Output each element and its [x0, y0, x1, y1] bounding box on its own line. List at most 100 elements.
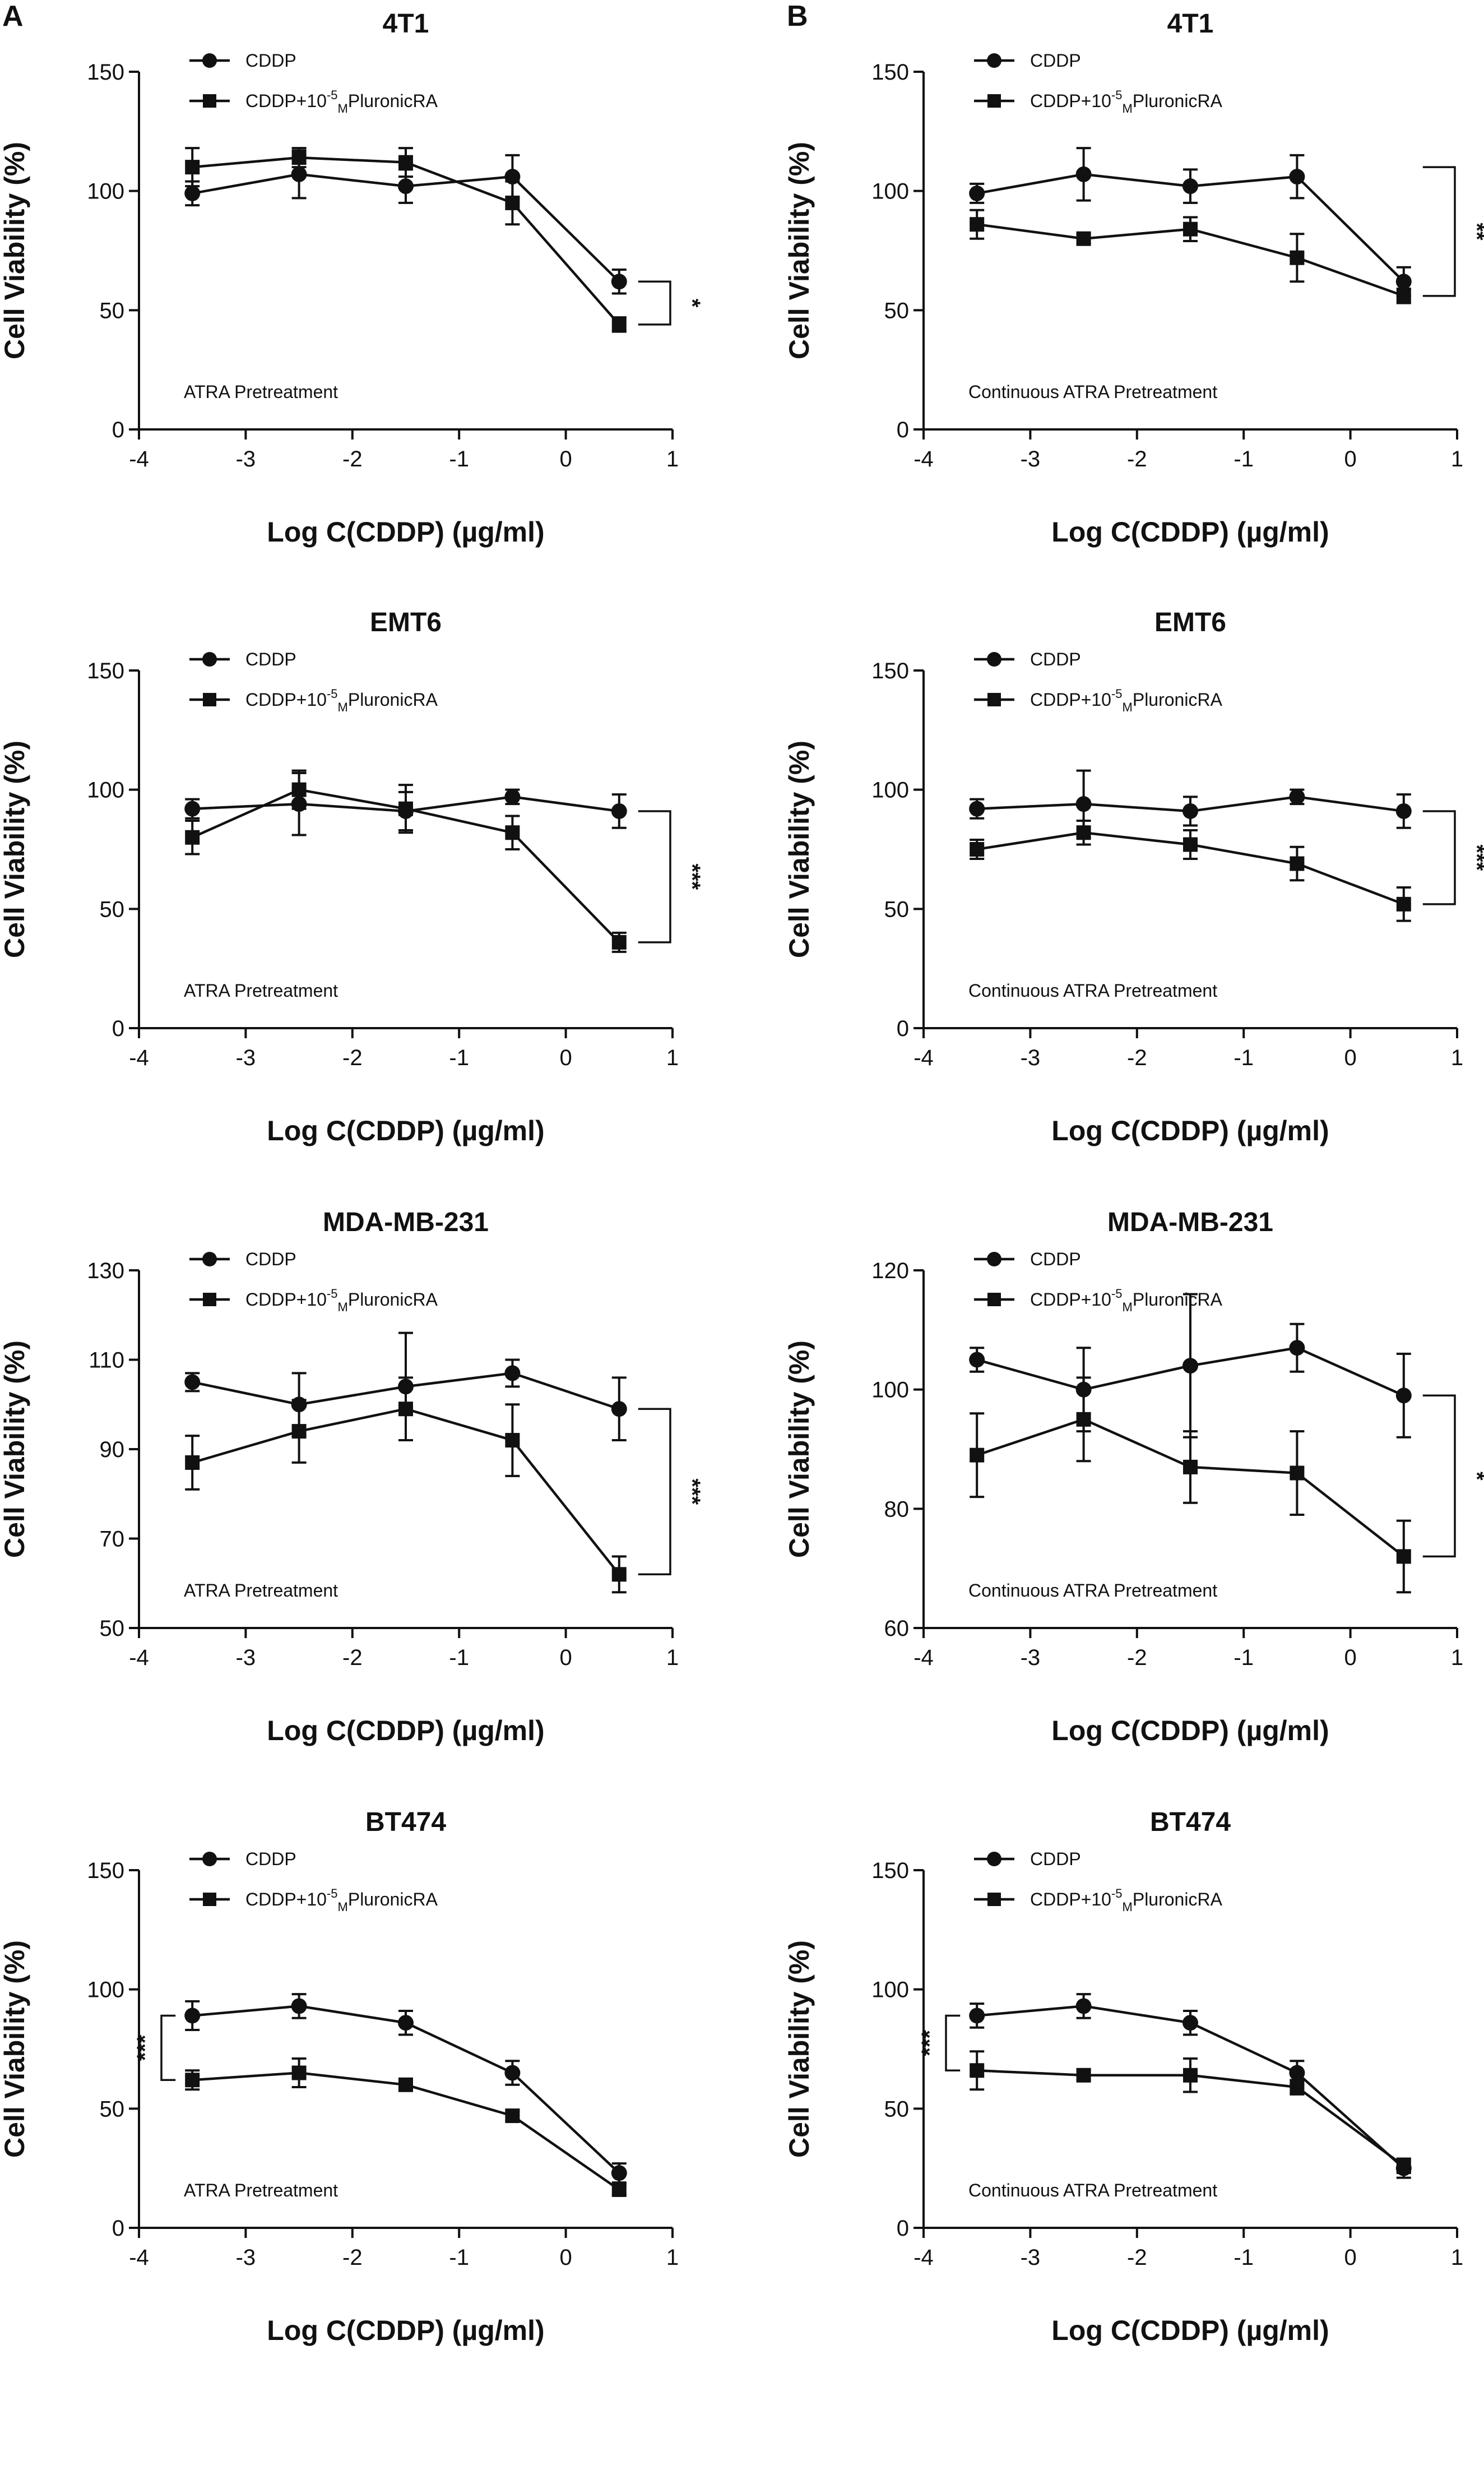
- data-point-circle: [504, 1365, 521, 1381]
- treatment-note: Continuous ATRA Pretreatment: [968, 980, 1217, 1001]
- series-cddp-pluronicra: [970, 1376, 1411, 1594]
- y-axis-title: Cell Viability (%): [783, 1940, 815, 2158]
- panel-letter-a: A: [2, 0, 24, 33]
- y-tick-label: 150: [87, 659, 124, 683]
- x-tick-label: 1: [666, 1046, 679, 1070]
- data-point-circle: [1182, 803, 1198, 819]
- data-point-circle: [1182, 2015, 1198, 2031]
- legend-marker-square: [203, 1893, 216, 1906]
- x-tick-label: 0: [1344, 1645, 1356, 1670]
- x-tick-label: -1: [1233, 2245, 1254, 2270]
- x-tick-label: -4: [913, 2245, 934, 2270]
- y-tick-label: 0: [897, 2216, 909, 2241]
- significance-label: ***: [680, 864, 704, 890]
- chart-panel: 4T1 0 50 100 150 -4 -3 -2 -1 0 1 Log C(CDDP) (µg/ml…: [0, 9, 704, 548]
- y-axis-title: Cell Viability (%): [0, 142, 30, 359]
- legend-label-cddp-pluronicra: CDDP+10-5MPluronicRA: [245, 1287, 438, 1314]
- x-tick-label: 1: [1451, 447, 1463, 471]
- legend-marker-circle: [987, 652, 1001, 667]
- chart-title: 4T1: [383, 9, 429, 39]
- chart-panel: EMT6 0 50 100 150 -4 -3 -2 -1 0 1 Log C(CDDP) (µg/m…: [783, 608, 1484, 1146]
- legend-label-cddp-pluronicra: CDDP+10-5MPluronicRA: [1030, 1287, 1223, 1314]
- legend-marker-square: [203, 94, 216, 108]
- x-tick-label: 0: [559, 447, 572, 471]
- y-tick-label: 100: [87, 1978, 124, 2002]
- y-tick-label: 100: [871, 179, 909, 204]
- data-point-circle: [1289, 789, 1305, 805]
- significance-label: ***: [680, 1478, 704, 1505]
- y-tick-label: 110: [89, 1348, 124, 1373]
- x-tick-label: 0: [559, 1046, 572, 1070]
- data-point-circle: [398, 2015, 414, 2031]
- data-point-square: [1076, 825, 1091, 840]
- x-tick-label: 1: [1451, 2245, 1463, 2270]
- significance-label: ***: [1464, 845, 1484, 871]
- chart-panel: EMT6 0 50 100 150 -4 -3 -2 -1 0 1 Log C(CDDP) (µg/m…: [0, 608, 704, 1146]
- data-point-circle: [611, 1401, 627, 1417]
- x-tick-label: 0: [559, 1645, 572, 1670]
- data-point-square: [1076, 2068, 1091, 2083]
- chart-title: MDA-MB-231: [1107, 1208, 1273, 1237]
- x-tick-label: -3: [236, 1046, 256, 1070]
- series-cddp-pluronicra: [185, 147, 627, 333]
- x-tick-label: -2: [1127, 447, 1147, 471]
- y-tick-label: 0: [897, 1016, 909, 1041]
- data-point-circle: [1289, 2065, 1305, 2081]
- y-tick-label: 50: [884, 298, 910, 323]
- data-point-square: [291, 782, 307, 797]
- y-tick-label: 50: [884, 2097, 910, 2121]
- legend-label-cddp-pluronicra: CDDP+10-5MPluronicRA: [245, 687, 438, 714]
- treatment-note: ATRA Pretreatment: [184, 382, 338, 402]
- data-point-circle: [611, 2165, 627, 2181]
- significance-bracket: [160, 2014, 176, 2082]
- data-point-circle: [184, 1374, 201, 1390]
- data-point-square: [970, 842, 985, 857]
- y-axis-title: Cell Viability (%): [0, 741, 30, 958]
- chart-panel: MDA-MB-231 60 80 100 120 -4 -3 -2 -1 0 1 Log C(CDDP…: [783, 1208, 1484, 1746]
- x-axis-title: Log C(CDDP) (µg/ml): [267, 2315, 544, 2346]
- data-point-square: [185, 830, 200, 845]
- y-tick-label: 50: [100, 897, 125, 922]
- data-point-square: [970, 217, 985, 232]
- series-cddp: [969, 1293, 1412, 1439]
- data-point-square: [611, 2182, 627, 2197]
- x-tick-label: -2: [342, 1645, 363, 1670]
- legend-marker-circle: [987, 53, 1001, 68]
- x-axis-title: Log C(CDDP) (µg/ml): [1051, 2315, 1329, 2346]
- series-cddp-pluronicra: [970, 209, 1411, 304]
- x-tick-label: 1: [666, 2245, 679, 2270]
- x-tick-label: -2: [342, 2245, 363, 2270]
- legend-label-cddp-pluronicra: CDDP+10-5MPluronicRA: [1030, 1886, 1223, 1914]
- y-tick-label: 0: [897, 418, 909, 442]
- data-point-circle: [1075, 166, 1092, 182]
- x-tick-label: 0: [1344, 447, 1356, 471]
- x-tick-label: -2: [342, 447, 363, 471]
- x-tick-label: -1: [1233, 1046, 1254, 1070]
- treatment-note: Continuous ATRA Pretreatment: [968, 1580, 1217, 1601]
- legend-label-cddp-pluronicra: CDDP+10-5MPluronicRA: [245, 1886, 438, 1914]
- legend-label-cddp: CDDP: [1030, 1249, 1081, 1269]
- y-tick-label: 150: [87, 60, 124, 85]
- treatment-note: ATRA Pretreatment: [184, 2180, 338, 2200]
- y-tick-label: 100: [871, 1978, 909, 2002]
- x-tick-label: -1: [449, 2245, 469, 2270]
- y-tick-label: 0: [112, 1016, 124, 1041]
- x-tick-label: -4: [129, 1046, 149, 1070]
- y-tick-label: 70: [100, 1527, 125, 1552]
- chart-title: 4T1: [1167, 9, 1214, 39]
- data-point-circle: [184, 185, 201, 201]
- x-tick-label: -2: [342, 1046, 363, 1070]
- y-tick-label: 50: [884, 897, 910, 922]
- y-axis-title: Cell Viability (%): [783, 741, 815, 958]
- significance-label: *: [680, 299, 704, 308]
- significance-bracket: [945, 2014, 961, 2072]
- data-point-square: [1290, 856, 1305, 871]
- data-point-circle: [969, 2008, 985, 2024]
- significance-bracket: [638, 810, 671, 943]
- panel-letter-b: B: [787, 0, 808, 33]
- legend-marker-circle: [202, 652, 217, 667]
- data-point-square: [611, 317, 627, 332]
- data-point-circle: [611, 803, 627, 819]
- x-tick-label: 1: [666, 1645, 679, 1670]
